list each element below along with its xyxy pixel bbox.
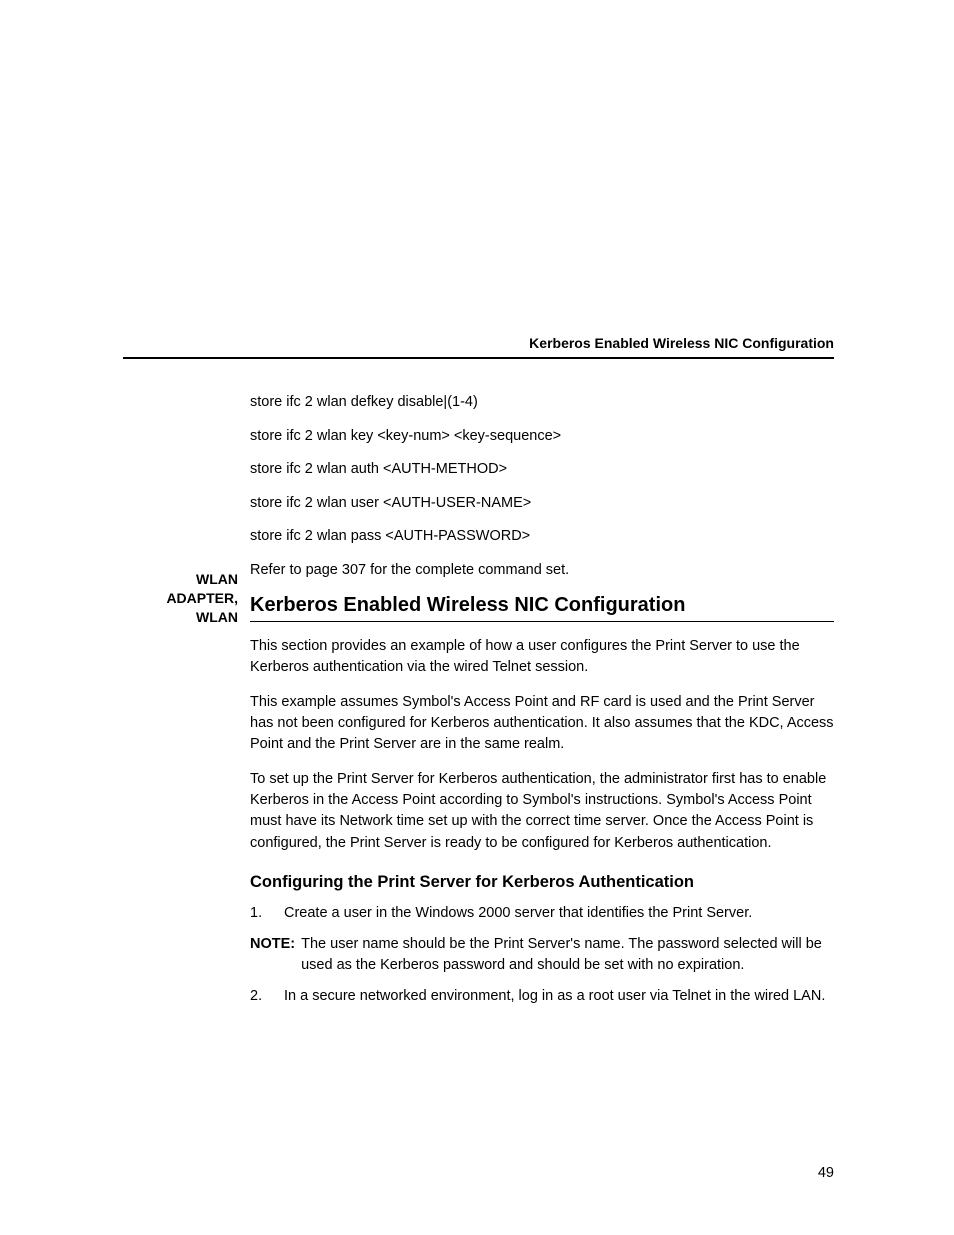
running-head: Kerberos Enabled Wireless NIC Configurat… [123,335,834,357]
content-area: WLAN ADAPTER, WLAN store ifc 2 wlan defk… [123,393,834,1155]
list-body: Create a user in the Windows 2000 server… [284,903,834,924]
heading-rule [250,621,834,622]
body-paragraph: To set up the Print Server for Kerberos … [250,769,834,853]
header-rule [123,357,834,359]
sub-heading: Configuring the Print Server for Kerbero… [250,872,834,893]
section-heading: Kerberos Enabled Wireless NIC Configurat… [250,594,834,617]
margin-label: WLAN ADAPTER, WLAN [123,570,238,627]
body-paragraph: This example assumes Symbol's Access Poi… [250,692,834,755]
margin-label-line1: WLAN [196,571,238,587]
note-body: The user name should be the Print Server… [301,934,834,976]
main-column: store ifc 2 wlan defkey disable|(1-4) st… [250,393,834,1155]
command-line: store ifc 2 wlan defkey disable|(1-4) [250,393,834,413]
margin-label-line2: ADAPTER, [166,590,238,606]
page-number: 49 [818,1165,834,1181]
ordered-list-item: 1. Create a user in the Windows 2000 ser… [250,903,834,924]
command-line: store ifc 2 wlan user <AUTH-USER-NAME> [250,494,834,514]
list-body: In a secure networked environment, log i… [284,986,834,1007]
note-block: NOTE: The user name should be the Print … [250,934,834,976]
margin-spacer [123,393,238,570]
note-label: NOTE: [250,934,301,976]
command-line: store ifc 2 wlan key <key-num> <key-sequ… [250,427,834,447]
body-paragraph: This section provides an example of how … [250,636,834,678]
ordered-list-item: 2. In a secure networked environment, lo… [250,986,834,1007]
margin-column: WLAN ADAPTER, WLAN [123,393,250,1155]
page-container: Kerberos Enabled Wireless NIC Configurat… [0,0,954,1235]
command-reference: Refer to page 307 for the complete comma… [250,561,834,581]
command-line: store ifc 2 wlan pass <AUTH-PASSWORD> [250,527,834,547]
list-number: 2. [250,986,284,1007]
margin-label-line3: WLAN [196,609,238,625]
command-line: store ifc 2 wlan auth <AUTH-METHOD> [250,460,834,480]
list-number: 1. [250,903,284,924]
header-region: Kerberos Enabled Wireless NIC Configurat… [123,335,834,359]
